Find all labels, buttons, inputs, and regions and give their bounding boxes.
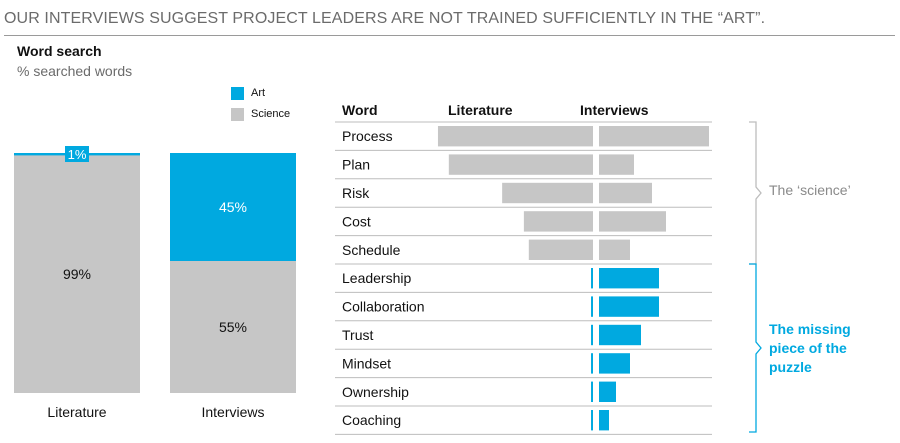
bar-interviews-process <box>599 126 709 147</box>
word-label-mindset: Mindset <box>342 355 391 371</box>
header-literature: Literature <box>448 102 513 118</box>
legend-item-science: Science <box>231 107 290 121</box>
bar-interviews-ownership <box>599 381 616 402</box>
word-label-cost: Cost <box>342 213 371 229</box>
header-word: Word <box>342 102 378 118</box>
word-label-trust: Trust <box>342 327 373 343</box>
headline-divider <box>4 35 895 36</box>
bar-literature-trust <box>591 324 593 346</box>
bar-literature-plan <box>448 154 593 175</box>
word-label-coaching: Coaching <box>342 412 401 428</box>
bar-interviews-schedule <box>599 239 630 260</box>
bar-label-science-literature: 99% <box>63 266 91 282</box>
bar-interviews-coaching <box>599 410 609 431</box>
annotation-art-line: piece of the <box>769 340 847 356</box>
legend-label-art: Art <box>251 87 266 99</box>
bar-literature-process <box>437 126 593 147</box>
bar-interviews-plan <box>599 154 634 175</box>
art-bracket <box>749 263 762 433</box>
category-label-interviews: Interviews <box>201 404 264 420</box>
bar-literature-coaching <box>591 410 593 431</box>
word-label-collaboration: Collaboration <box>342 299 425 315</box>
bar-interviews-mindset <box>599 353 630 374</box>
bar-interviews-cost <box>599 211 666 232</box>
bar-interviews-risk <box>599 182 652 204</box>
legend-label-science: Science <box>251 108 291 120</box>
bar-literature-leadership <box>591 268 593 289</box>
bar-interviews-collaboration <box>599 296 659 317</box>
legend: Art Science <box>231 86 290 128</box>
science-bracket <box>749 121 762 265</box>
headline: OUR INTERVIEWS SUGGEST PROJECT LEADERS A… <box>4 10 766 27</box>
word-label-ownership: Ownership <box>342 384 409 400</box>
bar-science-literature <box>14 155 140 393</box>
annotation-art-line: The missing <box>769 321 851 337</box>
word-label-schedule: Schedule <box>342 242 401 258</box>
bar-label-art-interviews: 45% <box>219 199 247 215</box>
category-label-literature: Literature <box>47 404 106 420</box>
legend-item-art: Art <box>231 86 290 100</box>
legend-swatch-art <box>231 86 244 100</box>
bar-label-badge-literature <box>65 146 89 162</box>
bar-literature-collaboration <box>591 296 593 317</box>
header-interviews: Interviews <box>580 102 649 118</box>
word-label-leadership: Leadership <box>342 270 411 286</box>
bar-literature-risk <box>502 182 593 204</box>
bar-science-interviews <box>170 261 296 393</box>
bar-interviews-trust <box>599 324 641 346</box>
bar-art-interviews <box>170 153 296 261</box>
word-label-process: Process <box>342 128 393 144</box>
bar-literature-schedule <box>528 239 593 260</box>
word-label-plan: Plan <box>342 157 370 173</box>
bar-label-art-literature: 1% <box>68 147 87 162</box>
annotation-art: The missing piece of the puzzle <box>769 321 851 375</box>
bar-literature-ownership <box>591 381 593 402</box>
panel-title: Word search <box>17 43 102 59</box>
bar-literature-cost <box>523 211 593 232</box>
annotation-science: The ‘science’ <box>769 182 851 198</box>
word-label-risk: Risk <box>342 185 370 201</box>
panel-subtitle: % searched words <box>17 63 133 79</box>
bar-interviews-leadership <box>599 268 659 289</box>
bar-label-science-interviews: 55% <box>219 319 247 335</box>
legend-swatch-science <box>231 107 244 121</box>
annotation-art-line: puzzle <box>769 359 812 375</box>
bar-literature-mindset <box>591 353 593 374</box>
